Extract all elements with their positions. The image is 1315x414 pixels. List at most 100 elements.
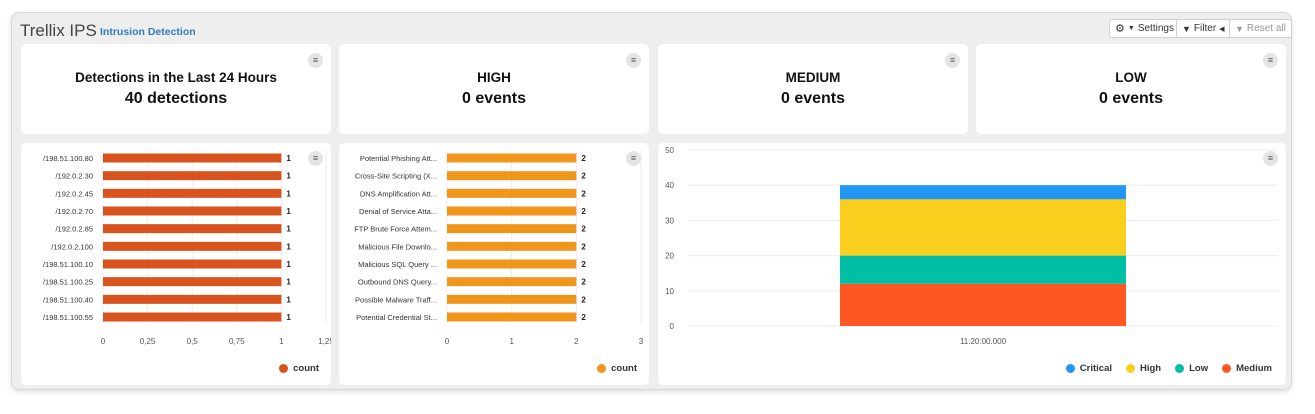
y-tick-label: Cross-Site Scripting (X... <box>355 172 437 181</box>
data-label: 2 <box>581 154 586 163</box>
legend-label: count <box>611 363 637 374</box>
filter-label: Filter <box>1193 23 1217 34</box>
stack-segment-medium[interactable] <box>840 283 1126 326</box>
bar[interactable] <box>447 224 577 234</box>
chart-card-source-ips: ≡ 0 0,25 0,5 0,75 1 1,25/198.51.100.80 1/192.0… <box>21 143 331 385</box>
legend-item-critical[interactable]: Critical <box>1065 363 1112 374</box>
y-tick-label: /192.0.2.30 <box>55 172 93 181</box>
legend-dot <box>597 364 607 373</box>
stat-value: 0 events <box>780 90 846 107</box>
settings-button[interactable]: ⚙ ▼ Settings <box>1109 19 1180 38</box>
y-tick-label: 10 <box>665 287 674 296</box>
y-tick-label: /198.51.100.55 <box>43 313 93 322</box>
chart-card-severity-timeline: ≡ 0 10 20 30 40 50 11:20:00.000 Critical High Lo… <box>658 143 1286 385</box>
stat-title: LOW <box>1115 70 1147 85</box>
data-label: 1 <box>286 207 291 216</box>
stat-title: HIGH <box>477 70 511 85</box>
y-tick-label: Malicious SQL Query ... <box>358 260 437 269</box>
bar[interactable] <box>447 188 577 198</box>
bar[interactable] <box>103 153 282 163</box>
chart-legend[interactable]: count <box>597 363 637 374</box>
data-label: 1 <box>286 189 291 198</box>
y-tick-label: Potential Phishing Att... <box>360 154 437 163</box>
menu-icon[interactable]: ≡ <box>308 53 323 68</box>
bar[interactable] <box>447 312 577 322</box>
legend-label: Medium <box>1236 363 1272 374</box>
legend-dot <box>1126 364 1135 373</box>
y-tick-label: 0 <box>670 322 675 331</box>
dashboard-panel: Trellix IPS Intrusion Detection ⚙ ▼ Sett… <box>11 12 1292 390</box>
x-tick-label: 1 <box>509 337 514 346</box>
bar[interactable] <box>447 259 577 269</box>
x-tick-label: 2 <box>574 337 579 346</box>
data-label: 2 <box>581 313 586 322</box>
chart-card-signatures: ≡ 0 1 2 3 Potential Phishing Att... 2 Cross-Si… <box>339 143 649 385</box>
bar[interactable] <box>103 294 282 304</box>
reset-all-button[interactable]: ▼ Reset all <box>1229 19 1292 38</box>
y-tick-label: Denial of Service Atta... <box>359 207 437 216</box>
menu-icon[interactable]: ≡ <box>1263 151 1278 166</box>
bar[interactable] <box>103 277 282 287</box>
chevron-down-icon: ▼ <box>1127 25 1135 32</box>
menu-icon[interactable]: ≡ <box>945 53 960 68</box>
y-tick-label: /198.51.100.10 <box>43 260 93 269</box>
bar[interactable] <box>103 259 282 269</box>
stat-card-high: ≡ HIGH 0 events <box>339 44 649 134</box>
y-tick-label: Possible Malware Traff... <box>355 295 437 304</box>
y-tick-label: 30 <box>665 216 674 225</box>
y-tick-label: Outbound DNS Query... <box>358 278 437 287</box>
stat-card-medium: ≡ MEDIUM 0 events <box>658 44 968 134</box>
data-label: 1 <box>286 260 291 269</box>
stack-segment-low[interactable] <box>840 255 1126 284</box>
legend-label: Critical <box>1079 363 1112 374</box>
legend-dot <box>279 364 289 373</box>
legend-item-medium[interactable]: Medium <box>1222 363 1272 374</box>
menu-icon[interactable]: ≡ <box>1263 53 1278 68</box>
chart-legend[interactable]: count <box>279 363 319 374</box>
stack-segment-high[interactable] <box>840 199 1126 256</box>
dashboard-title: Trellix IPS <box>20 21 97 40</box>
y-tick-label: Malicious File Downlo... <box>358 242 437 251</box>
y-tick-label: 40 <box>665 181 674 190</box>
filter-icon: ▼ <box>1235 23 1244 34</box>
data-label: 1 <box>286 313 291 322</box>
y-tick-label: FTP Brute Force Attem... <box>354 225 437 234</box>
bar[interactable] <box>447 277 577 287</box>
stat-value: 0 events <box>461 90 527 107</box>
bar[interactable] <box>103 241 282 251</box>
bar[interactable] <box>103 224 282 234</box>
legend-item-high[interactable]: High <box>1126 363 1161 374</box>
bar[interactable] <box>103 312 282 322</box>
menu-icon[interactable]: ≡ <box>626 53 641 68</box>
source-ip-bar-chart: 0 0,25 0,5 0,75 1 1,25/198.51.100.80 1/192.0.2… <box>43 150 331 346</box>
data-label: 2 <box>581 189 586 198</box>
signature-bar-chart: 0 1 2 3 Potential Phishing Att... 2 Cross-Site… <box>354 150 644 346</box>
bar[interactable] <box>447 153 577 163</box>
bar[interactable] <box>447 206 577 216</box>
y-tick-label: /198.51.100.25 <box>43 278 93 287</box>
settings-label: Settings <box>1137 23 1174 34</box>
y-tick-label: 20 <box>665 252 674 261</box>
bar[interactable] <box>447 294 577 304</box>
legend-label: count <box>293 363 319 374</box>
x-tick-label: 0 <box>101 337 106 346</box>
data-label: 2 <box>581 260 586 269</box>
gear-icon: ⚙ <box>1115 23 1125 35</box>
severity-stacked-chart: 0 10 20 30 40 50 11:20:00.000 <box>665 146 1278 346</box>
x-tick-label: 11:20:00.000 <box>960 337 1007 346</box>
filter-icon: ▼ <box>1182 23 1191 34</box>
bar[interactable] <box>103 206 282 216</box>
bar[interactable] <box>447 241 577 251</box>
menu-icon[interactable]: ≡ <box>308 151 323 166</box>
bar[interactable] <box>447 171 577 181</box>
menu-icon[interactable]: ≡ <box>626 151 641 166</box>
filter-button[interactable]: ▼ Filter ◀ <box>1176 19 1231 38</box>
data-label: 2 <box>581 295 586 304</box>
bar[interactable] <box>103 188 282 198</box>
legend-item-low[interactable]: Low <box>1175 363 1208 374</box>
stack-segment-critical[interactable] <box>840 185 1126 200</box>
dashboard-subtitle[interactable]: Intrusion Detection <box>100 26 196 38</box>
bar[interactable] <box>103 171 282 181</box>
legend-dot <box>1175 364 1185 373</box>
y-tick-label: /192.0.2.100 <box>51 242 93 251</box>
